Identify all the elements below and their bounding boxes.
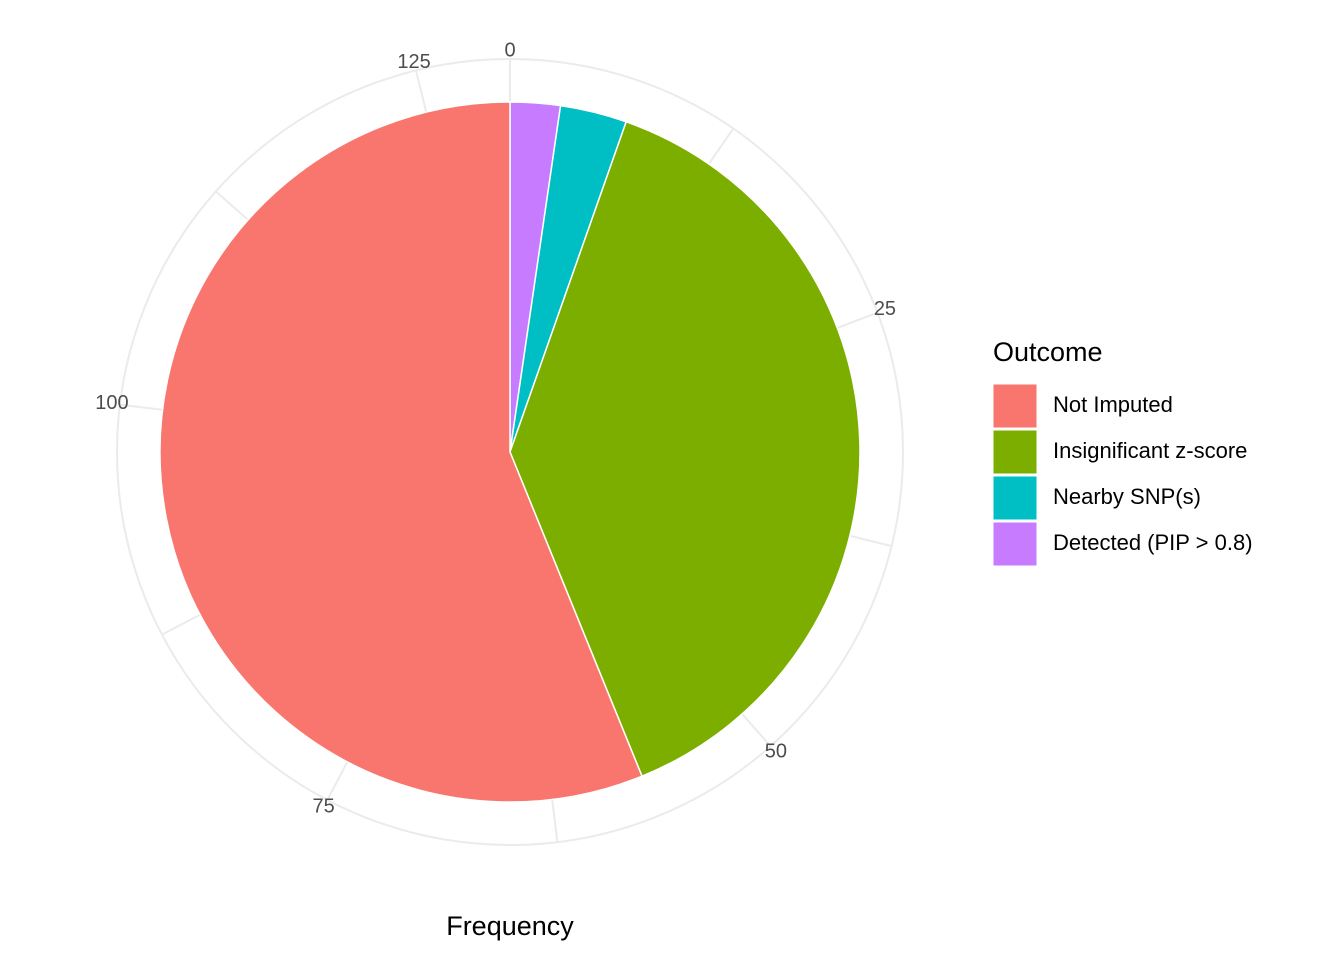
- pie-slice: [159, 101, 643, 803]
- legend-label: Detected (PIP > 0.8): [1053, 530, 1253, 555]
- legend-label: Nearby SNP(s): [1053, 484, 1201, 509]
- legend-title: Outcome: [993, 337, 1103, 367]
- legend-swatch: [992, 383, 1038, 429]
- ticks: 0 25 50 75 100 125: [95, 39, 896, 817]
- pie: [159, 101, 861, 803]
- legend-swatch: [992, 429, 1038, 475]
- legend-label: Not Imputed: [1053, 392, 1173, 417]
- tick-label: 125: [397, 51, 430, 73]
- legend-label: Insignificant z-score: [1053, 438, 1247, 463]
- x-axis-title: Frequency: [446, 911, 574, 941]
- legend-swatch: [992, 521, 1038, 567]
- tick-label: 0: [504, 39, 515, 61]
- tick-label: 100: [95, 392, 128, 414]
- legend-swatch: [992, 475, 1038, 521]
- tick-label: 50: [765, 740, 787, 762]
- tick-label: 25: [874, 298, 896, 320]
- pie-slice: [509, 120, 861, 778]
- legend: Not Imputed Insignificant z-score Nearby S…: [992, 383, 1253, 567]
- tick-label: 75: [313, 795, 335, 817]
